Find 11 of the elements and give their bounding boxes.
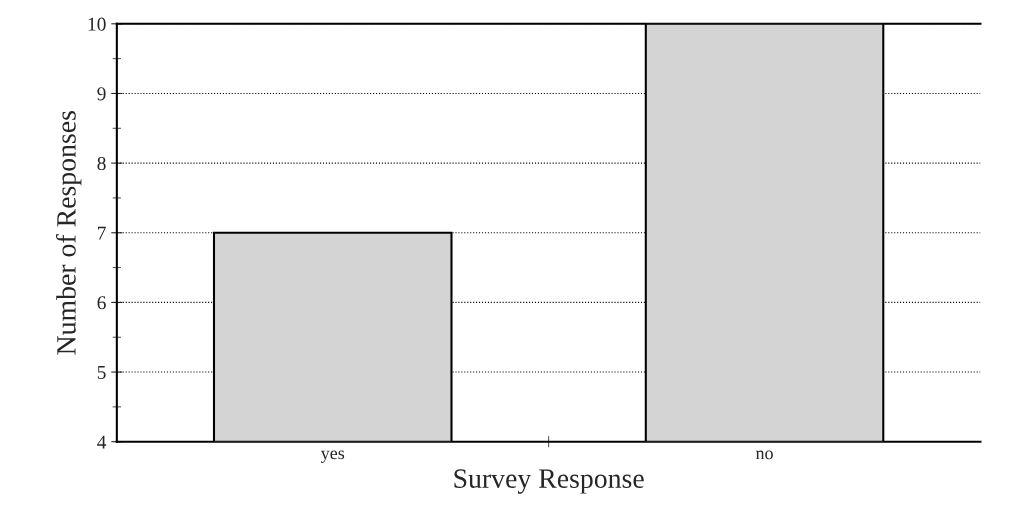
y-tick-label: 10 <box>88 17 106 31</box>
x-axis-title: Survey Response <box>454 469 644 494</box>
y-tick-label: 4 <box>97 435 107 449</box>
y-tick-label: 5 <box>97 366 106 379</box>
y-tick-label: 6 <box>97 296 106 310</box>
y-tick-label: 7 <box>97 226 106 240</box>
y-tick-label: 9 <box>97 87 106 101</box>
x-tick-label: yes <box>320 450 345 463</box>
y-tick-label: 8 <box>97 156 106 171</box>
y-axis-title: Number of Responses <box>55 111 82 355</box>
x-tick-label: no <box>755 450 773 460</box>
